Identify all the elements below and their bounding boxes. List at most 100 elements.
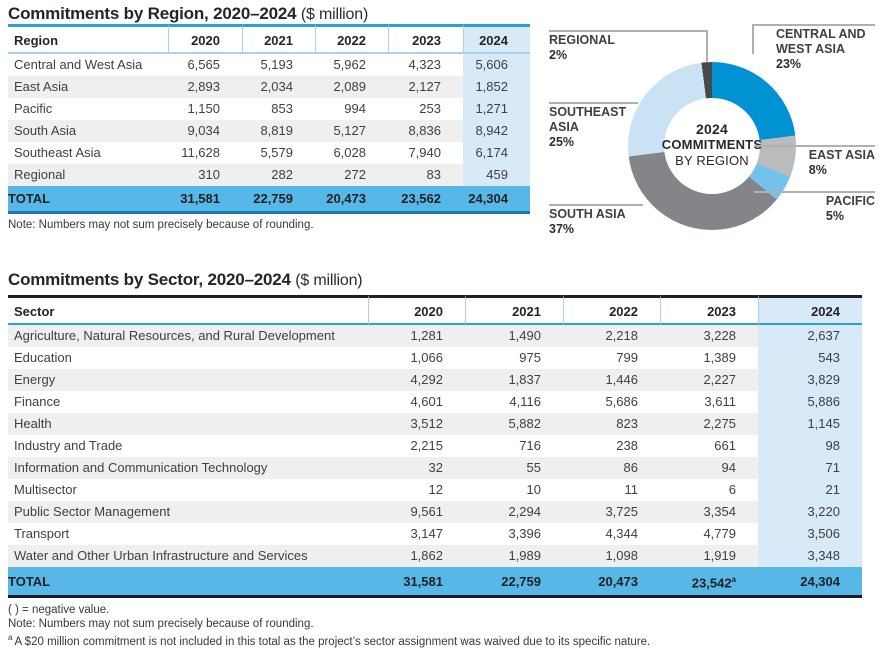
leader-line-pacific: [754, 191, 875, 193]
value-cell: 661: [714, 438, 736, 453]
value-cell: 6,028: [333, 145, 366, 160]
value-cell: 10: [526, 482, 541, 497]
table-row: Education 1,066 975 799 1,389 543: [8, 347, 862, 369]
table-row: Transport 3,147 3,396 4,344 4,779 3,506: [8, 523, 862, 545]
year-col-header: 2022: [563, 295, 660, 325]
table-row: Pacific 1,150 853 994 253 1,271: [8, 98, 530, 120]
value-cell-2024: 8,942: [463, 120, 530, 142]
table-row: Public Sector Management 9,561 2,294 3,7…: [8, 501, 862, 523]
value-cell: 282: [242, 164, 315, 186]
donut-hole: [664, 98, 760, 194]
callout-southeast-asia: SOUTHEAST ASIA 25%: [549, 105, 626, 150]
callout-regional: REGIONAL 2%: [549, 33, 615, 63]
sector-name-cell: Information and Communication Technology: [8, 457, 368, 479]
region-col-header: Region: [8, 24, 168, 54]
value-cell-2024: 5,606: [463, 54, 530, 76]
leader-line-south-asia: [549, 204, 643, 206]
callout-label: REGIONAL: [549, 33, 615, 47]
sector-name-cell: Public Sector Management: [8, 501, 368, 523]
total-value-cell: 20,473: [315, 186, 388, 214]
value-cell: 9,561: [368, 501, 465, 523]
sector-table: Sector 2020 2021 2022 2023 2024 Agricult…: [8, 295, 862, 599]
leader-line-central-west-asia: [752, 24, 875, 26]
value-cell: 1,490: [465, 325, 563, 347]
callout-percent: 37%: [549, 222, 575, 236]
value-cell: 86: [563, 457, 660, 479]
table-row: Industry and Trade 2,215 716 238 661 98: [8, 435, 862, 457]
value-cell-2024: 543: [758, 347, 862, 369]
value-cell-2024: 3,506: [758, 523, 862, 545]
footnote-negative-value: ( ) = negative value.: [8, 604, 110, 617]
callout-label: CENTRAL AND: [776, 27, 866, 41]
value-cell-2024: 3,348: [758, 545, 862, 567]
value-cell: 4,344: [605, 526, 638, 541]
value-cell: 2,034: [242, 76, 315, 98]
footnote-a-marker: a: [8, 633, 13, 643]
callout-label: WEST ASIA: [776, 42, 845, 56]
value-cell: 975: [519, 350, 541, 365]
value-cell-2024: 1,271: [463, 98, 530, 120]
callout-south-asia: SOUTH ASIA 37%: [549, 207, 626, 237]
region-donut-chart-area: 2024 COMMITMENTS BY REGION REGIONAL 2% C…: [540, 0, 880, 262]
value-cell-2024: 3,220: [758, 501, 862, 523]
value-cell: 32: [368, 457, 465, 479]
table-row: Regional 310 282 272 83 459: [8, 164, 530, 186]
value-cell: 5,579: [260, 145, 293, 160]
callout-central-west-asia: CENTRAL AND WEST ASIA 23%: [776, 27, 866, 72]
value-cell: 272: [315, 164, 388, 186]
sector-name-cell: Multisector: [14, 482, 77, 497]
value-cell: 1,098: [563, 545, 660, 567]
value-cell: 5,882: [465, 413, 563, 435]
total-value-cell: 24,304: [463, 186, 530, 214]
value-cell-2024: 459: [463, 164, 530, 186]
table-total-row: TOTAL 31,581 22,759 20,473 23,562 24,304: [8, 186, 530, 214]
value-cell: 253: [419, 101, 441, 116]
table-row: Health 3,512 5,882 823 2,275 1,145: [8, 413, 862, 435]
value-cell: 4,779: [703, 526, 736, 541]
value-cell: 94: [660, 457, 758, 479]
value-cell: 238: [616, 438, 638, 453]
value-cell: 2,275: [660, 413, 758, 435]
value-cell-2024: 6,174: [463, 142, 530, 164]
value-cell: 994: [344, 101, 366, 116]
value-cell: 3,354: [660, 501, 758, 523]
value-cell: 4,292: [368, 369, 465, 391]
table-row: Finance 4,601 4,116 5,686 3,611 5,886: [8, 391, 862, 413]
value-cell: 1,066: [410, 350, 443, 365]
callout-percent: 5%: [825, 209, 844, 223]
value-cell: 1,389: [703, 350, 736, 365]
region-name-cell: South Asia: [8, 120, 168, 142]
year-col-header-2024: 2024: [758, 295, 862, 325]
total-value-cell: 23,562: [388, 186, 463, 214]
value-cell: 310: [168, 164, 242, 186]
leader-line-southeast-asia: [549, 102, 638, 104]
value-cell: 5,686: [605, 394, 638, 409]
region-title-unit: ($ million): [300, 6, 369, 23]
sector-section: Commitments by Sector, 2020–2024 ($ mill…: [8, 270, 862, 650]
callout-label: SOUTHEAST: [549, 105, 627, 119]
value-cell: 4,323: [408, 57, 441, 72]
value-cell: 1,837: [465, 369, 563, 391]
value-cell: 2,089: [315, 76, 388, 98]
value-cell: 3,512: [368, 413, 465, 435]
value-cell-2024: 5,886: [758, 391, 862, 413]
callout-label: ASIA: [549, 120, 579, 134]
value-cell: 1,446: [563, 369, 660, 391]
leader-line-central-west-asia-drop: [752, 24, 754, 54]
value-cell: 7,940: [408, 145, 441, 160]
sector-name-cell: Industry and Trade: [14, 438, 123, 453]
value-cell: 5,127: [315, 120, 388, 142]
table-row: Water and Other Urban Infrastructure and…: [8, 545, 862, 567]
total-label-cell: TOTAL: [8, 567, 368, 599]
sector-name-cell: Finance: [14, 394, 61, 409]
value-cell: 4,601: [410, 394, 443, 409]
total-value-cell: 31,581: [168, 186, 242, 214]
callout-label: PACIFIC: [825, 194, 875, 208]
value-cell: 5,962: [333, 57, 366, 72]
region-name-cell: Central and West Asia: [14, 57, 143, 72]
value-cell: 2,227: [660, 369, 758, 391]
table-row: East Asia 2,893 2,034 2,089 2,127 1,852: [8, 76, 530, 98]
sector-name-cell: Water and Other Urban Infrastructure and…: [8, 545, 368, 567]
sector-table-footnotes: ( ) = negative value. Note: Numbers may …: [8, 604, 862, 649]
value-cell-2024: 1,145: [758, 413, 862, 435]
